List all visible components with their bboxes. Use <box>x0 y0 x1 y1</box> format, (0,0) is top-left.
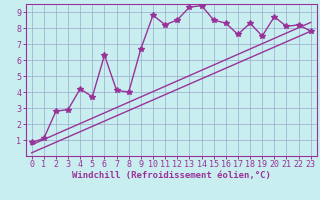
X-axis label: Windchill (Refroidissement éolien,°C): Windchill (Refroidissement éolien,°C) <box>72 171 271 180</box>
